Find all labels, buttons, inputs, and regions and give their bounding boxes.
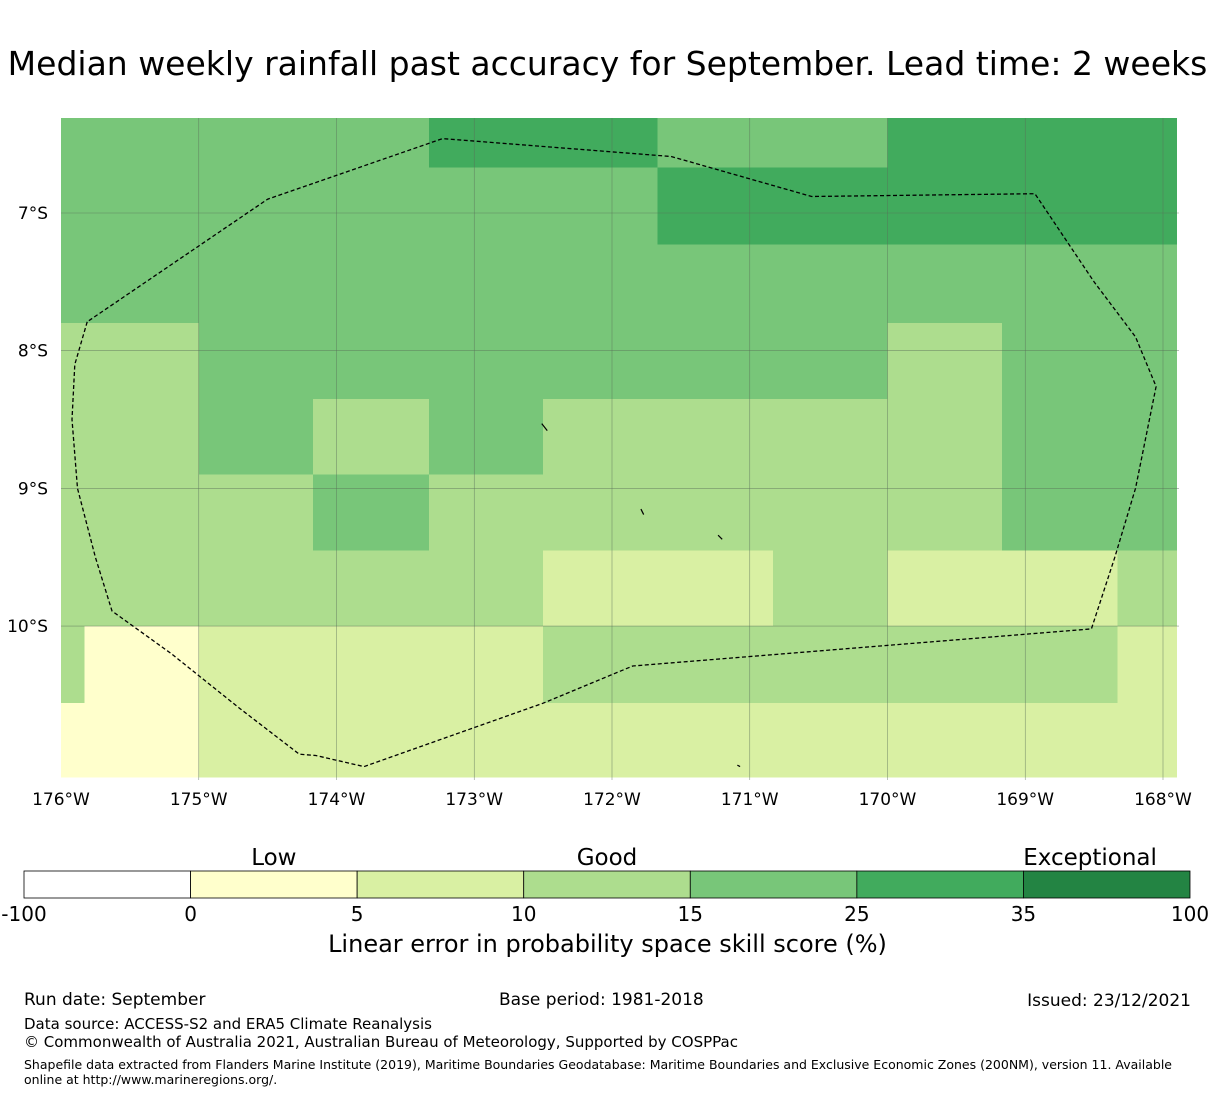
- colorbar: Low Good Exceptional -100 0 5 10 15 25 35 100: [1, 845, 1209, 926]
- colorbar-tick-3: 10: [511, 902, 536, 926]
- grid-cell-14: [313, 398, 429, 475]
- y-tick-labels: 7°S 8°S 9°S 10°S: [7, 204, 48, 637]
- grid-cell-4: [657, 118, 888, 168]
- grid-cell-27: [1117, 626, 1177, 704]
- colorbar-tick-4: 15: [678, 902, 703, 926]
- grid-cell-22: [1001, 323, 1177, 551]
- x-tick-label-6: 170°W: [859, 790, 917, 810]
- colorbar-box-3: [523, 870, 691, 899]
- y-tick-label-0: 7°S: [18, 204, 48, 224]
- grid-cell-25: [198, 626, 544, 778]
- x-tick-label-2: 174°W: [308, 790, 366, 810]
- island-2: [717, 534, 723, 540]
- grid-cell-6: [657, 244, 888, 399]
- run-date: Run date: September: [24, 990, 206, 1010]
- issued-date: Issued: 23/12/2021: [1027, 991, 1191, 1011]
- colorbar-tick-0: -100: [1, 902, 46, 926]
- colorbar-box-4: [689, 870, 858, 899]
- islands: [541, 423, 741, 768]
- grid-cell-15: [428, 398, 544, 475]
- grid-cell-3: [428, 167, 658, 399]
- colorbar-category-2: Exceptional: [1023, 845, 1157, 871]
- graticule: [61, 118, 1179, 780]
- x-tick-label-3: 173°W: [445, 790, 503, 810]
- grid-cell-11: [84, 626, 199, 778]
- colorbar-boxes: [23, 870, 1191, 899]
- grid-cell-5: [657, 167, 888, 245]
- grid-cell-10: [61, 626, 85, 704]
- colorbar-category-0: Low: [251, 845, 296, 871]
- grid-cell-13: [198, 398, 314, 475]
- y-tick-label-1: 8°S: [18, 342, 48, 362]
- island-0: [541, 423, 548, 431]
- x-tick-label-7: 169°W: [996, 790, 1054, 810]
- island-1: [640, 508, 645, 515]
- colorbar-category-1: Good: [577, 845, 638, 871]
- map-chart: 176°W 175°W 174°W 173°W 172°W 171°W 170°W 169°W…: [7, 118, 1192, 810]
- colorbar-tick-5: 25: [844, 902, 869, 926]
- y-tick-label-2: 9°S: [18, 479, 48, 499]
- shapefile-credit: Shapefile data extracted from Flanders M…: [24, 1057, 1172, 1087]
- x-tick-label-4: 172°W: [583, 790, 641, 810]
- colorbar-tick-2: 5: [351, 902, 364, 926]
- grid-cell-21: [887, 323, 1002, 551]
- base-period: Base period: 1981-2018: [499, 990, 704, 1010]
- colorbar-categories: Low Good Exceptional: [251, 845, 1157, 871]
- colorbar-tick-7: 100: [1171, 902, 1209, 926]
- x-tick-label-5: 171°W: [721, 790, 779, 810]
- eez-boundary: [71, 137, 1157, 768]
- chart-title: Median weekly rainfall past accuracy for…: [7, 44, 1208, 83]
- grid-cell-20: [773, 550, 888, 627]
- colorbar-label: Linear error in probability space skill …: [328, 930, 887, 958]
- copyright: © Commonwealth of Australia 2021, Austra…: [24, 1033, 738, 1051]
- grid-cell-24: [1117, 550, 1177, 627]
- grid-cell-7: [887, 118, 1177, 245]
- grid-cell-1: [198, 118, 429, 399]
- grid-cell-12: [61, 703, 85, 778]
- colorbar-box-2: [356, 870, 525, 899]
- grid-cell-23: [887, 550, 1118, 627]
- colorbar-box-5: [856, 870, 1024, 899]
- eez-boundary-line: [71, 137, 1157, 768]
- island-3: [737, 764, 741, 768]
- x-tick-label-0: 176°W: [32, 790, 90, 810]
- grid-cell-26: [543, 626, 1118, 704]
- x-tick-labels: 176°W 175°W 174°W 173°W 172°W 171°W 170°W 169°W…: [32, 790, 1192, 810]
- colorbar-tick-6: 35: [1011, 902, 1036, 926]
- colorbar-box-0: [23, 870, 191, 899]
- grid-cell-28: [543, 703, 1177, 778]
- grid-cell-2: [428, 118, 658, 168]
- colorbar-tick-labels: -100 0 5 10 15 25 35 100: [1, 902, 1209, 926]
- grid-cell-9: [61, 323, 199, 627]
- grid-cell-8: [887, 244, 1177, 324]
- colorbar-box-1: [190, 870, 358, 899]
- grid-cell-18: [543, 398, 888, 551]
- x-tick-label-8: 168°W: [1134, 790, 1192, 810]
- grid-cell-17: [313, 474, 429, 551]
- colorbar-tick-1: 0: [184, 902, 197, 926]
- x-tick-label-1: 175°W: [170, 790, 228, 810]
- colorbar-box-6: [1023, 870, 1191, 899]
- grid-cell-19: [543, 550, 774, 627]
- skill-grid-cells: [61, 118, 1177, 778]
- grid-cell-0: [61, 118, 199, 324]
- y-tick-label-3: 10°S: [7, 617, 48, 637]
- data-source: Data source: ACCESS-S2 and ERA5 Climate …: [24, 1015, 432, 1033]
